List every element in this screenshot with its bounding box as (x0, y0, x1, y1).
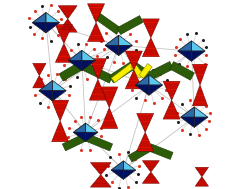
Polygon shape (192, 41, 205, 51)
Polygon shape (52, 100, 69, 121)
Polygon shape (32, 23, 46, 33)
Polygon shape (105, 45, 119, 56)
Polygon shape (68, 50, 82, 60)
Polygon shape (55, 43, 73, 62)
Polygon shape (178, 41, 192, 61)
Polygon shape (46, 23, 60, 33)
Polygon shape (137, 132, 154, 151)
Polygon shape (86, 132, 98, 142)
Polygon shape (82, 60, 96, 71)
Polygon shape (192, 85, 208, 106)
Polygon shape (39, 81, 53, 101)
Polygon shape (53, 81, 66, 91)
Polygon shape (181, 107, 194, 117)
Polygon shape (68, 50, 82, 71)
Polygon shape (142, 38, 159, 57)
Polygon shape (137, 113, 154, 132)
Polygon shape (195, 177, 208, 186)
Polygon shape (192, 51, 205, 61)
Polygon shape (55, 25, 73, 43)
Polygon shape (101, 87, 118, 108)
Polygon shape (195, 167, 208, 177)
Polygon shape (73, 123, 86, 132)
Polygon shape (119, 35, 132, 45)
Polygon shape (192, 64, 208, 85)
Polygon shape (125, 51, 142, 70)
Polygon shape (142, 172, 159, 183)
Polygon shape (32, 12, 46, 23)
Polygon shape (90, 175, 111, 187)
Polygon shape (101, 108, 118, 129)
Polygon shape (62, 134, 87, 151)
Polygon shape (194, 117, 208, 127)
Polygon shape (178, 51, 192, 61)
Polygon shape (181, 107, 194, 127)
Polygon shape (73, 123, 86, 142)
Polygon shape (111, 161, 123, 170)
Polygon shape (68, 60, 82, 71)
Polygon shape (82, 50, 96, 60)
Polygon shape (90, 163, 111, 175)
Polygon shape (111, 161, 123, 179)
Polygon shape (139, 64, 152, 78)
Polygon shape (73, 132, 86, 142)
Polygon shape (39, 81, 53, 91)
Polygon shape (149, 85, 163, 95)
Polygon shape (194, 107, 208, 117)
Polygon shape (52, 121, 69, 142)
Polygon shape (84, 133, 113, 151)
Polygon shape (131, 62, 151, 80)
Polygon shape (163, 81, 180, 100)
Polygon shape (163, 100, 180, 119)
Polygon shape (87, 23, 105, 42)
Polygon shape (59, 62, 84, 81)
Polygon shape (105, 35, 119, 56)
Polygon shape (33, 63, 46, 76)
Polygon shape (109, 62, 135, 83)
Polygon shape (181, 117, 194, 127)
Polygon shape (46, 12, 60, 23)
Polygon shape (87, 4, 105, 23)
Polygon shape (111, 63, 135, 83)
Polygon shape (135, 75, 149, 85)
Polygon shape (58, 6, 77, 19)
Polygon shape (149, 75, 163, 85)
Polygon shape (148, 144, 173, 160)
Polygon shape (135, 85, 149, 95)
Polygon shape (142, 19, 159, 38)
Polygon shape (33, 76, 46, 88)
Polygon shape (89, 79, 106, 100)
Polygon shape (105, 35, 119, 45)
Polygon shape (147, 61, 173, 80)
Polygon shape (125, 70, 142, 89)
Polygon shape (111, 170, 123, 179)
Polygon shape (142, 161, 159, 172)
Polygon shape (123, 161, 136, 170)
Polygon shape (89, 59, 106, 79)
Polygon shape (94, 12, 121, 34)
Polygon shape (135, 75, 149, 95)
Polygon shape (131, 64, 144, 78)
Polygon shape (117, 15, 143, 35)
Polygon shape (86, 123, 98, 132)
Polygon shape (119, 45, 132, 56)
Polygon shape (178, 41, 192, 51)
Polygon shape (123, 170, 136, 179)
Polygon shape (58, 19, 77, 32)
Polygon shape (53, 91, 66, 101)
Polygon shape (39, 91, 53, 101)
Polygon shape (170, 62, 195, 80)
Polygon shape (128, 144, 152, 162)
Polygon shape (80, 61, 113, 83)
Polygon shape (32, 12, 46, 33)
